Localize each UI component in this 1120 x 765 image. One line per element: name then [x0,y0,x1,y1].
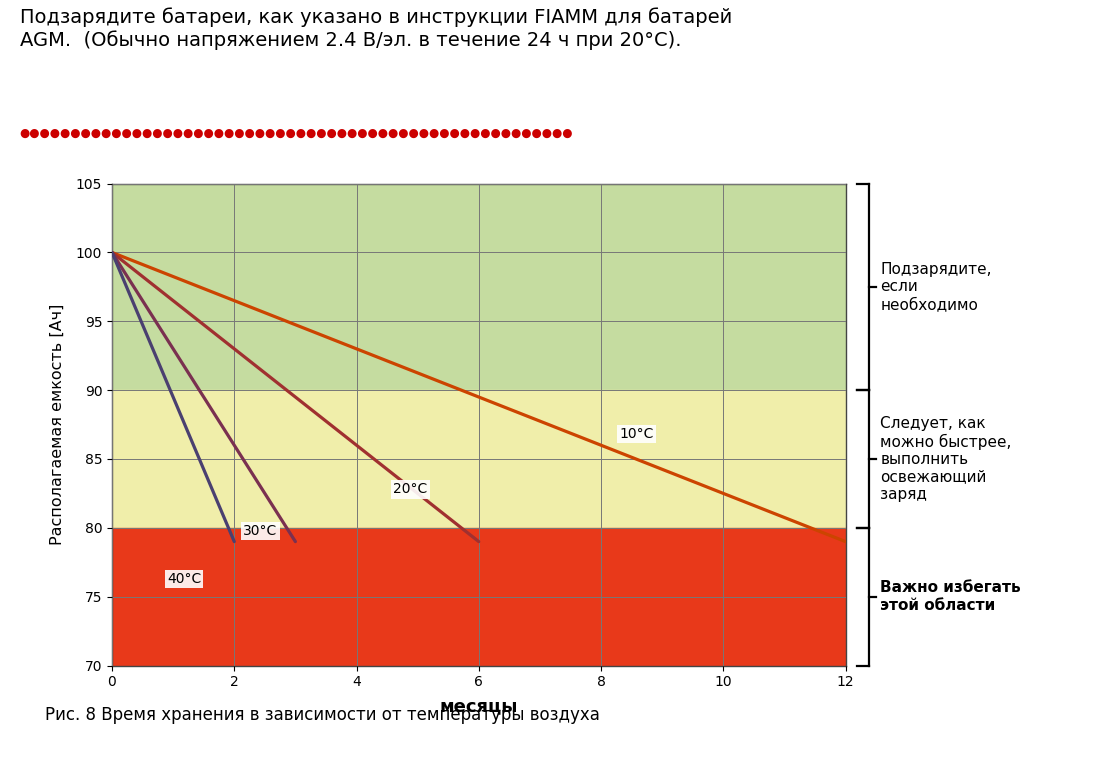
Y-axis label: Располагаемая емкость [Ач]: Располагаемая емкость [Ач] [49,304,65,545]
Text: 20°C: 20°C [393,483,428,496]
Text: Подзарядите батареи, как указано в инструкции FIAMM для батарей
AGM.  (Обычно на: Подзарядите батареи, как указано в инстр… [20,8,732,50]
Text: ●●●●●●●●●●●●●●●●●●●●●●●●●●●●●●●●●●●●●●●●●●●●●●●●●●●●●●: ●●●●●●●●●●●●●●●●●●●●●●●●●●●●●●●●●●●●●●●●… [20,126,573,139]
Text: Подзарядите,
если
необходимо: Подзарядите, если необходимо [880,262,992,312]
Text: 40°C: 40°C [167,572,202,586]
X-axis label: месяцы: месяцы [439,698,519,715]
Bar [112,528,846,666]
Bar [112,390,846,528]
Text: 30°C: 30°C [243,524,278,538]
Text: Рис. 8 Время хранения в зависимости от температуры воздуха: Рис. 8 Время хранения в зависимости от т… [45,706,599,724]
Text: Важно избегать
этой области: Важно избегать этой области [880,581,1021,613]
Text: 10°C: 10°C [619,428,654,441]
Bar [112,184,846,390]
Text: Следует, как
можно быстрее,
выполнить
освежающий
заряд: Следует, как можно быстрее, выполнить ос… [880,416,1011,502]
